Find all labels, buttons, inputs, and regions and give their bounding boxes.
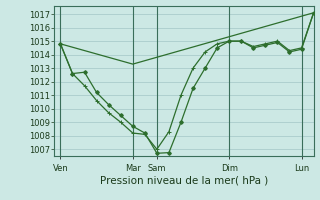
X-axis label: Pression niveau de la mer( hPa ): Pression niveau de la mer( hPa ) — [100, 175, 268, 185]
